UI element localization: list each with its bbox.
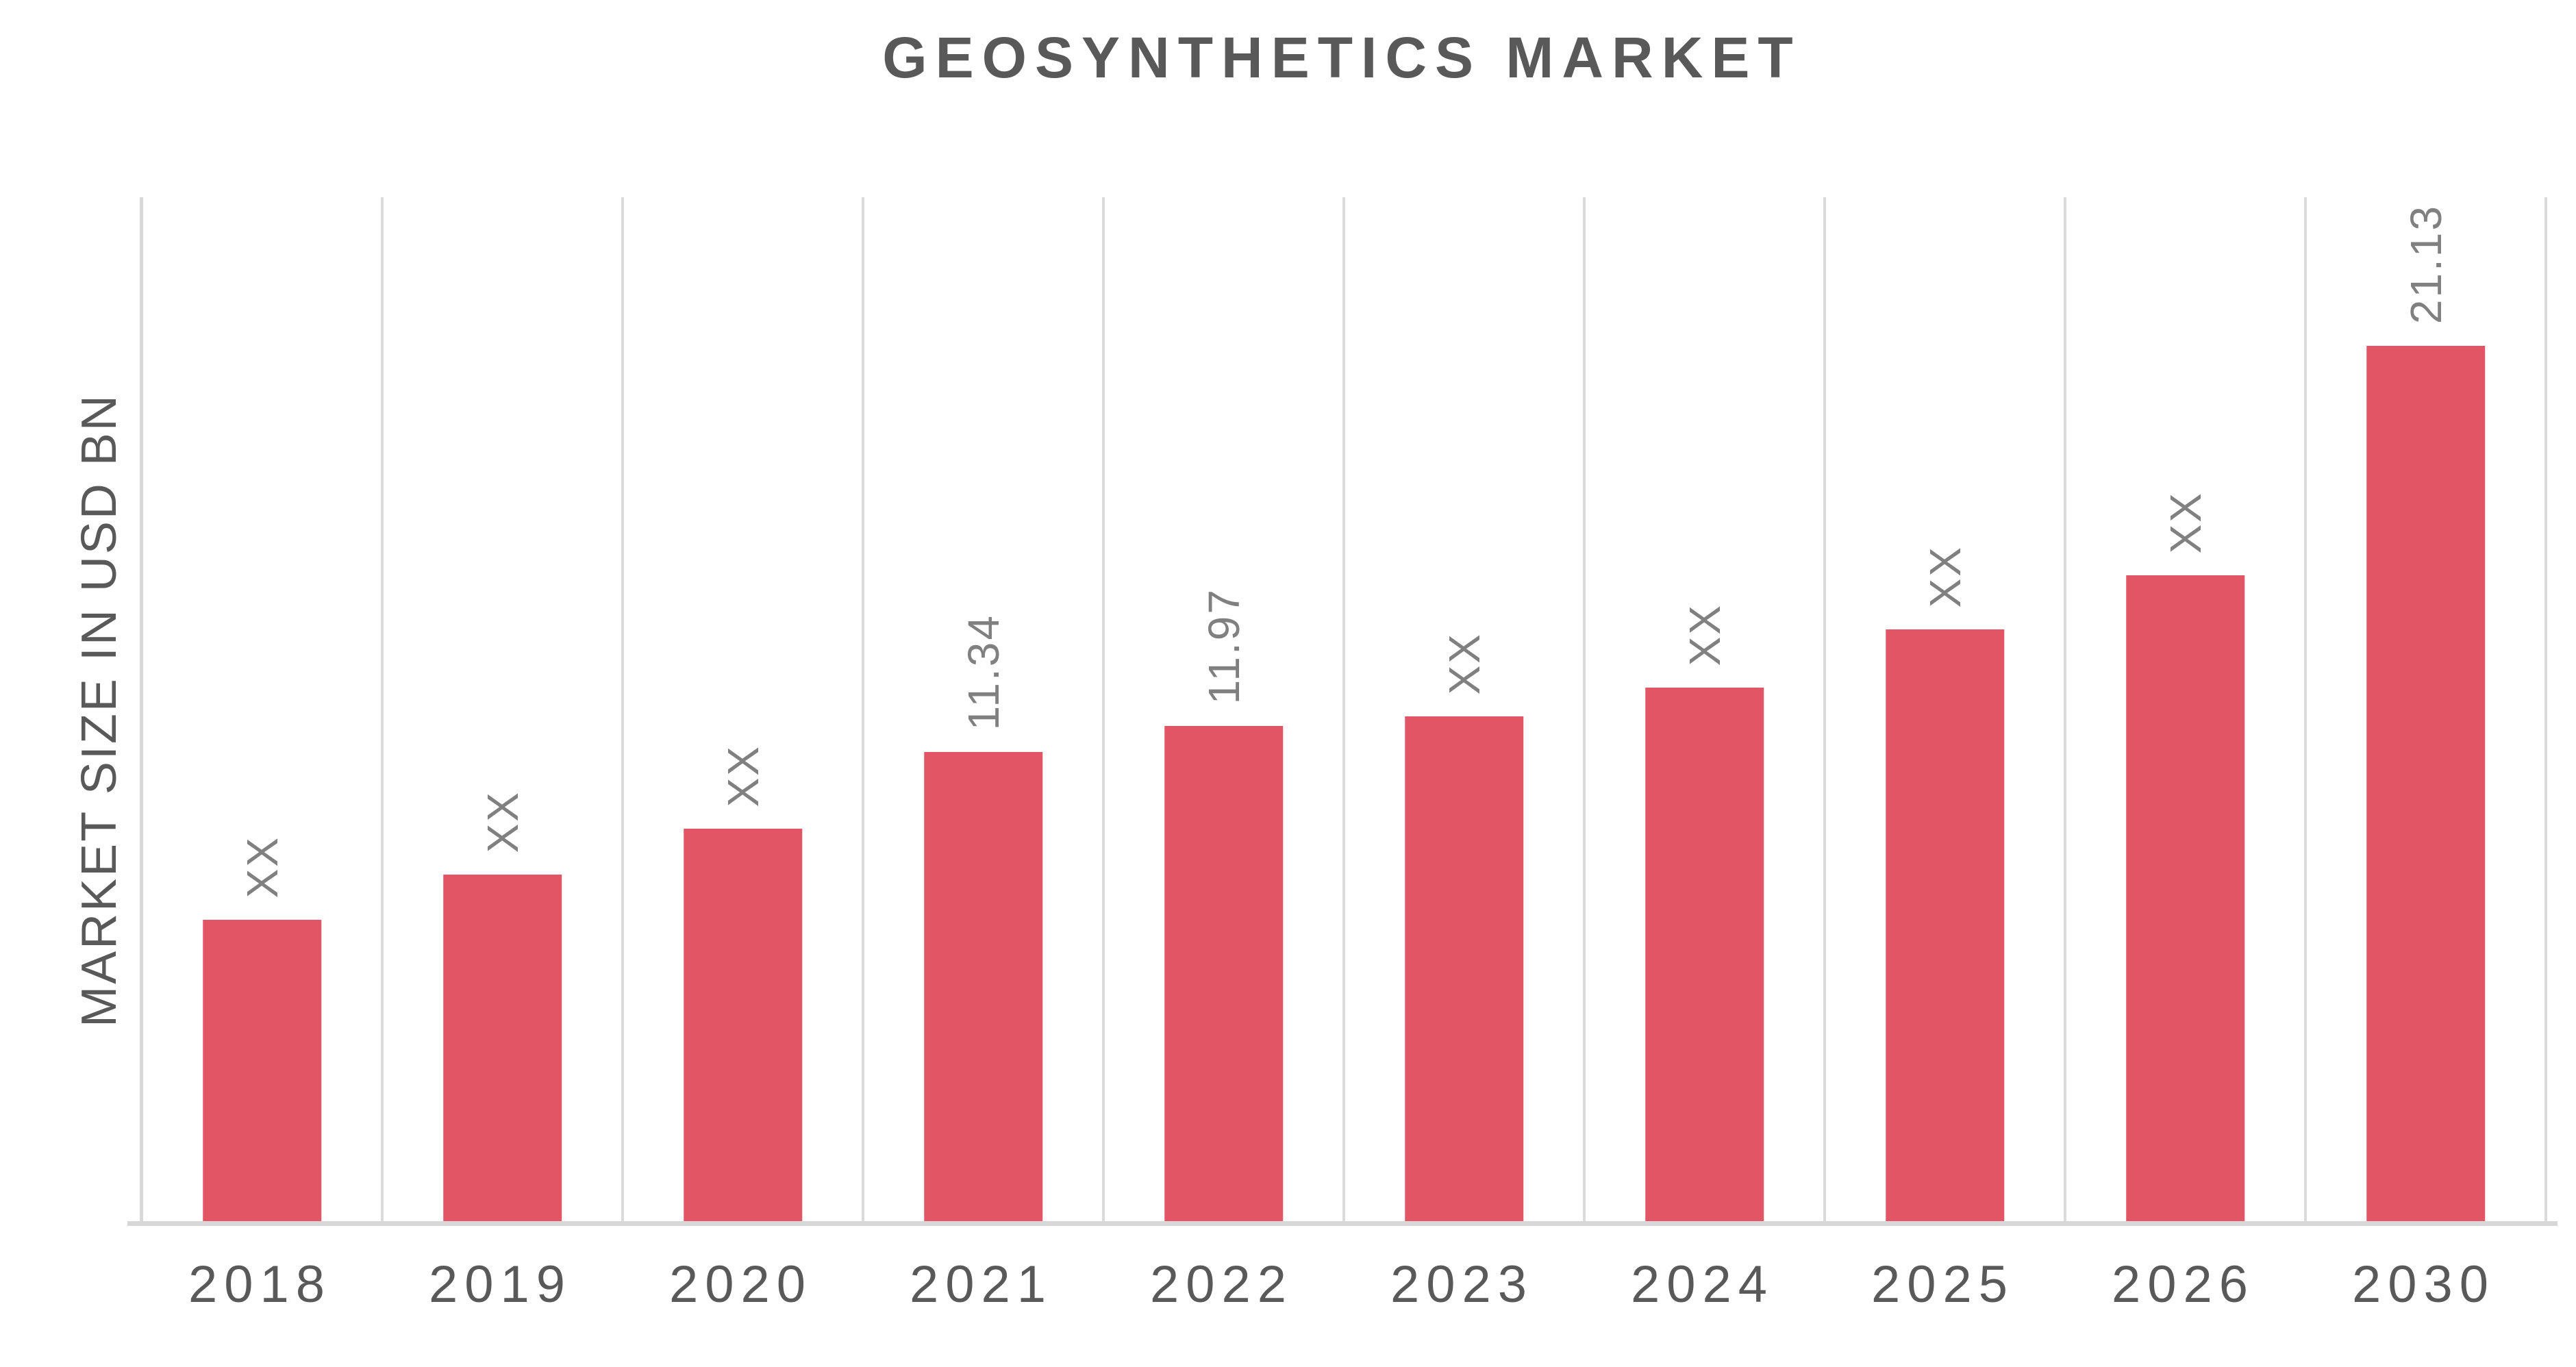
category-column: XX (2066, 197, 2307, 1223)
bar-value-label: 21.13 (2401, 203, 2451, 324)
bar-value-label: XX (237, 835, 287, 898)
bar-value-label: XX (2160, 490, 2210, 553)
x-axis-tick-label: 2021 (909, 1255, 1053, 1314)
category-column: XX (1586, 197, 1826, 1223)
category-column: 11.34 (864, 197, 1105, 1223)
x-axis-tick-label: 2018 (188, 1255, 332, 1314)
category-column: 11.97 (1105, 197, 1345, 1223)
bar-value-label: XX (718, 744, 768, 807)
x-axis-tick-label: 2022 (1149, 1255, 1294, 1314)
chart-title: GEOSYNTHETICS MARKET (882, 25, 1801, 90)
x-axis-labels: 2018 2019 2020 2021 2022 2023 2024 2025 2026 2030 (140, 1255, 2544, 1314)
category-column: XX (384, 197, 624, 1223)
bar-2023 (1404, 716, 1524, 1223)
category-column: 21.13 (2307, 197, 2547, 1223)
bar-2021 (923, 752, 1043, 1223)
x-axis-tick-label: 2024 (1630, 1255, 1775, 1314)
x-axis-tick-label: 2026 (2111, 1255, 2255, 1314)
bar-2020 (683, 829, 803, 1223)
bar-value-label: XX (1920, 544, 1970, 607)
bar-2019 (442, 875, 562, 1223)
x-axis-tick-label: 2020 (668, 1255, 813, 1314)
bar-2030 (2366, 346, 2486, 1223)
bar-value-label: XX (477, 790, 527, 853)
bar-2018 (202, 920, 322, 1223)
bar-value-label: 11.34 (958, 613, 1008, 730)
category-column: XX (1826, 197, 2066, 1223)
y-axis-title: MARKET SIZE IN USD BN (72, 393, 127, 1027)
x-axis-tick-label: 2023 (1390, 1255, 1534, 1314)
bar-2026 (2125, 575, 2245, 1223)
x-axis-tick-label: 2030 (2351, 1255, 2496, 1314)
bar-2024 (1645, 688, 1764, 1223)
x-axis-tick-label: 2025 (1871, 1255, 2015, 1314)
category-column: XX (624, 197, 864, 1223)
bar-value-label: 11.97 (1199, 587, 1249, 704)
bar-2022 (1164, 726, 1284, 1223)
bar-value-label: XX (1439, 631, 1489, 694)
category-column: XX (143, 197, 384, 1223)
x-axis-tick-label: 2019 (428, 1255, 573, 1314)
category-column: XX (1345, 197, 1586, 1223)
plot-area: XX XX XX 11.34 11.97 XX XX XX XX 21.13 (140, 197, 2547, 1223)
bar-2025 (1885, 629, 2005, 1223)
x-axis-line (127, 1221, 2558, 1226)
bar-value-label: XX (1679, 603, 1729, 666)
